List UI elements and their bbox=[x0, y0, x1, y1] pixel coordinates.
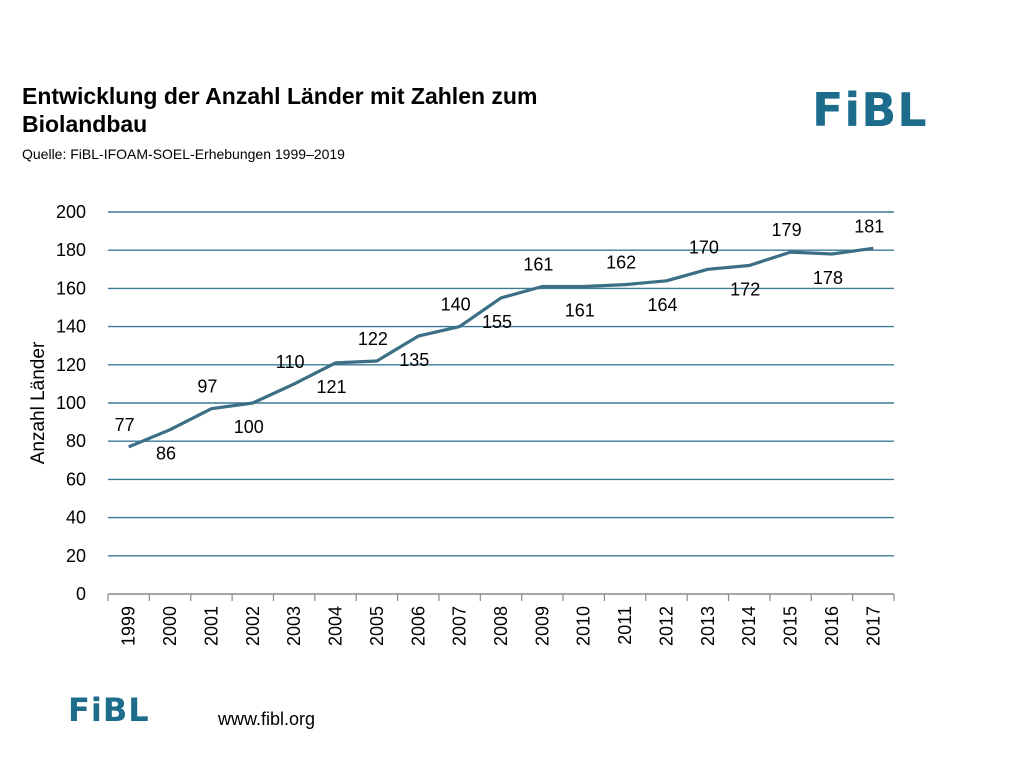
y-tick-label: 120 bbox=[56, 355, 86, 375]
x-tick-label: 2011 bbox=[615, 606, 635, 645]
y-tick-label: 0 bbox=[76, 584, 86, 604]
chart-subtitle: Quelle: FiBL-IFOAM-SOEL-Erhebungen 1999–… bbox=[22, 146, 345, 162]
data-label: 140 bbox=[441, 295, 471, 315]
data-label: 162 bbox=[606, 253, 636, 273]
data-label: 97 bbox=[197, 377, 217, 397]
y-tick-label: 100 bbox=[56, 393, 86, 413]
x-tick-label: 1999 bbox=[119, 606, 139, 646]
x-tick-label: 2007 bbox=[450, 606, 470, 646]
fibl-logo: FiBL bbox=[812, 83, 928, 137]
data-label: 77 bbox=[115, 415, 135, 435]
x-tick-label: 2004 bbox=[326, 606, 346, 646]
data-label: 122 bbox=[358, 329, 388, 349]
series-line bbox=[128, 246, 874, 449]
x-tick-label: 2017 bbox=[863, 606, 883, 646]
x-axis bbox=[107, 593, 895, 601]
y-tick-label: 80 bbox=[66, 431, 86, 451]
data-label: 170 bbox=[689, 237, 719, 257]
x-tick-label: 2014 bbox=[739, 606, 759, 646]
data-label: 161 bbox=[565, 300, 595, 320]
data-label: 172 bbox=[730, 279, 760, 299]
x-tick-label: 2005 bbox=[367, 606, 387, 646]
chart-grid bbox=[108, 211, 894, 557]
x-tick-label: 2006 bbox=[408, 606, 428, 646]
data-label: 181 bbox=[854, 216, 884, 236]
data-label: 86 bbox=[156, 444, 176, 464]
y-tick-label: 200 bbox=[56, 202, 86, 222]
x-tick-label: 2015 bbox=[781, 606, 801, 646]
data-label: 121 bbox=[317, 377, 347, 397]
data-label: 100 bbox=[234, 417, 264, 437]
x-axis-ticks: 1999 2000 2001 2002 2003 2004 2005 2006 2007 2008… bbox=[119, 606, 884, 646]
y-tick-label: 160 bbox=[56, 278, 86, 298]
x-tick-label: 2013 bbox=[698, 606, 718, 646]
y-tick-label: 60 bbox=[66, 469, 86, 489]
data-label: 135 bbox=[399, 350, 429, 370]
data-label: 164 bbox=[647, 295, 677, 315]
x-tick-label: 2002 bbox=[243, 606, 263, 646]
x-tick-label: 2008 bbox=[491, 606, 511, 646]
data-labels: 77 86 97 100 110 121 122 135 140 155 161 161 162 164 1… bbox=[115, 216, 885, 463]
x-tick-label: 2012 bbox=[656, 606, 676, 646]
y-tick-label: 40 bbox=[66, 508, 86, 528]
y-axis-ticks: 0 20 40 60 80 100 120 140 160 180 200 bbox=[56, 202, 86, 604]
y-tick-label: 20 bbox=[66, 546, 86, 566]
fibl-logo-footer: FiBL bbox=[68, 691, 150, 729]
x-tick-label: 2000 bbox=[160, 606, 180, 646]
chart-title: Entwicklung der Anzahl Länder mit Zahlen… bbox=[22, 83, 538, 137]
x-tick-label: 2016 bbox=[822, 606, 842, 646]
data-label: 155 bbox=[482, 312, 512, 332]
data-label: 110 bbox=[276, 352, 305, 372]
data-label: 179 bbox=[772, 220, 802, 240]
y-tick-label: 180 bbox=[56, 240, 86, 260]
x-tick-label: 2003 bbox=[284, 606, 304, 646]
x-tick-label: 2001 bbox=[201, 606, 221, 646]
data-label: 161 bbox=[523, 254, 553, 274]
x-tick-label: 2009 bbox=[532, 606, 552, 646]
y-axis-label: Anzahl Länder bbox=[28, 341, 49, 464]
y-tick-label: 140 bbox=[56, 317, 86, 337]
x-tick-label: 2010 bbox=[574, 606, 594, 646]
footer-url[interactable]: www.fibl.org bbox=[218, 709, 316, 729]
data-label: 178 bbox=[813, 268, 843, 288]
